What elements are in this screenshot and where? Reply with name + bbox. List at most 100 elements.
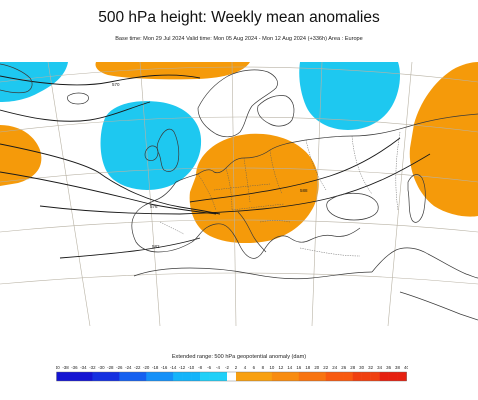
colorbar-tick-label: -6 xyxy=(207,365,211,370)
colorbar-tick-label: 4 xyxy=(244,365,247,370)
colorbar-tick-label: 22 xyxy=(323,365,328,370)
colorbar-cell xyxy=(397,372,407,381)
colorbar-tick-label: 40 xyxy=(404,365,408,370)
contour-label: 588 xyxy=(300,188,308,193)
colorbar-tick-label: 18 xyxy=(305,365,310,370)
colorbar-cell xyxy=(271,372,282,381)
negative-anomaly-north-atlantic xyxy=(100,101,202,190)
colorbar-cell xyxy=(110,372,120,381)
graticule xyxy=(0,62,478,326)
iceland-coast xyxy=(67,92,89,105)
colorbar-cell xyxy=(316,372,327,381)
map-title: 500 hPa height: Weekly mean anomalies xyxy=(98,9,380,26)
arabia-coast xyxy=(399,291,478,321)
colorbar-tick-label: 36 xyxy=(386,365,391,370)
colorbar-cell xyxy=(235,372,246,381)
colorbar-tick-label: 16 xyxy=(296,365,301,370)
scandinavia-coast xyxy=(197,69,278,138)
colorbar-cell xyxy=(388,372,398,381)
colorbar-tick-label: -38 xyxy=(62,365,69,370)
colorbar-cell xyxy=(343,372,353,381)
colorbar-tick-label: 12 xyxy=(278,365,283,370)
colorbar-cell xyxy=(209,372,219,381)
colorbar-tick-label: 10 xyxy=(269,365,274,370)
colorbar-cell xyxy=(307,372,318,381)
colorbar-cell xyxy=(173,372,183,381)
colorbar-legend: -40-38-36-34-32-30-28-26-24-22-20-18-16-… xyxy=(56,365,408,382)
colorbar-cells xyxy=(56,371,407,382)
colorbar-tick-label: -20 xyxy=(143,365,150,370)
colorbar-tick-label: -30 xyxy=(98,365,105,370)
positive-anomaly-east xyxy=(409,62,478,217)
geopotential-height-contours xyxy=(0,74,431,259)
mediterranean-north xyxy=(205,223,361,259)
colorbar-cell xyxy=(146,372,156,381)
colorbar-tick-label: -24 xyxy=(125,365,132,370)
contour-label: 570 xyxy=(112,82,120,87)
map-subtitle: Base time: Mon 29 Jul 2024 Valid time: M… xyxy=(115,36,363,42)
colorbar-cell xyxy=(218,372,228,381)
north-africa-coast xyxy=(133,267,373,280)
colorbar-frame xyxy=(56,371,407,382)
legend-title: Extended range: 500 hPa geopotential ano… xyxy=(171,354,307,360)
colorbar-cell xyxy=(370,372,380,381)
colorbar-tick-label: -36 xyxy=(71,365,78,370)
coastlines xyxy=(0,63,478,321)
colorbar-cell xyxy=(298,372,309,381)
positive-anomaly-central-europe xyxy=(189,133,319,244)
colorbar-cell xyxy=(325,372,335,381)
colorbar-cell xyxy=(83,372,93,381)
colorbar-tick-label: -28 xyxy=(107,365,114,370)
colorbar-tick-label: 2 xyxy=(235,365,238,370)
anomaly-fields xyxy=(0,62,478,244)
colorbar-cell xyxy=(101,372,111,381)
positive-anomaly-west xyxy=(0,125,42,186)
contour-label: 582 xyxy=(152,244,160,249)
colorbar-tick-label: 6 xyxy=(253,365,256,370)
colorbar-cell xyxy=(119,372,129,381)
colorbar-cell xyxy=(244,372,255,381)
colorbar-tick-label: 28 xyxy=(350,365,355,370)
colorbar-cell xyxy=(74,372,84,381)
colorbar-cell xyxy=(191,372,201,381)
colorbar-tick-label: -18 xyxy=(152,365,159,370)
colorbar-cell xyxy=(262,372,273,381)
colorbar-tick-label: 14 xyxy=(287,365,292,370)
contour-label: 576 xyxy=(150,204,158,209)
colorbar-tick-label: -32 xyxy=(89,365,96,370)
colorbar-tick-label: 26 xyxy=(341,365,346,370)
black-sea-coast xyxy=(326,192,379,221)
colorbar-cell xyxy=(289,372,300,381)
country-borders xyxy=(159,131,401,257)
europe-anomaly-map: 570 576 582 588 xyxy=(0,62,478,326)
colorbar-tick-label: 34 xyxy=(377,365,382,370)
colorbar-cell xyxy=(155,372,165,381)
colorbar-cell xyxy=(182,372,192,381)
colorbar-cell xyxy=(56,372,66,381)
colorbar-cell xyxy=(65,372,75,381)
colorbar-cell xyxy=(280,372,291,381)
colorbar-cell xyxy=(92,372,102,381)
colorbar-cell xyxy=(379,372,389,381)
colorbar-cell xyxy=(227,372,237,381)
negative-anomaly-russia xyxy=(299,62,400,130)
colorbar-cell xyxy=(361,372,371,381)
colorbar-tick-label: -26 xyxy=(116,365,123,370)
colorbar-tick-labels: -40-38-36-34-32-30-28-26-24-22-20-18-16-… xyxy=(56,365,408,370)
middle-east-coast xyxy=(371,247,478,279)
colorbar-cell xyxy=(334,372,344,381)
colorbar-tick-label: -8 xyxy=(198,365,202,370)
colorbar-tick-label: -4 xyxy=(216,365,220,370)
colorbar-tick-label: 32 xyxy=(368,365,373,370)
colorbar-cell xyxy=(128,372,138,381)
colorbar-tick-label: 8 xyxy=(262,365,265,370)
colorbar-tick-label: -10 xyxy=(188,365,195,370)
colorbar-cell xyxy=(253,372,264,381)
colorbar-tick-label: 38 xyxy=(395,365,400,370)
colorbar-tick-label: 30 xyxy=(359,365,364,370)
continent-coast xyxy=(175,113,478,183)
colorbar-tick-label: -2 xyxy=(225,365,229,370)
positive-anomaly-north xyxy=(95,62,250,80)
colorbar-tick-label: -12 xyxy=(179,365,186,370)
ireland-coast xyxy=(144,145,159,161)
